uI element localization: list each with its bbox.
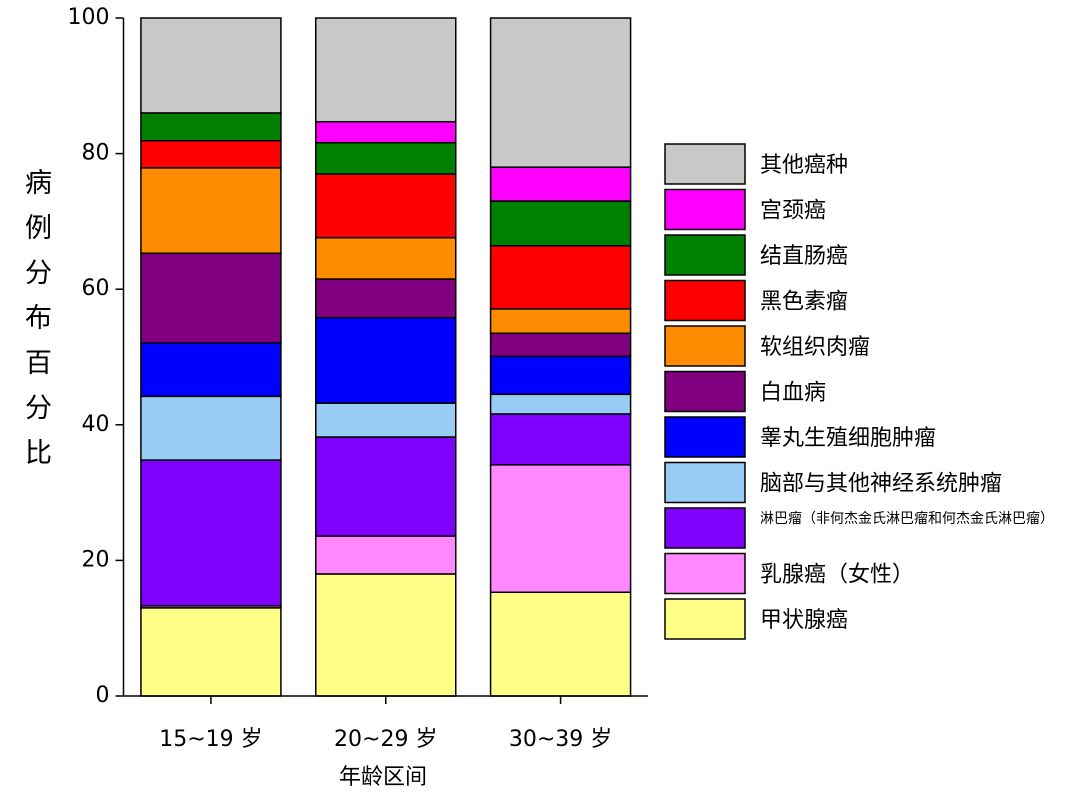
- bar-segment: [489, 200, 632, 247]
- bar-segment: [140, 395, 282, 461]
- legend-label-box: 淋巴瘤（非何杰金氏淋巴瘤和何杰金氏淋巴瘤）: [760, 511, 1054, 527]
- bar-segment: [315, 402, 457, 438]
- legend-swatch: [664, 325, 746, 367]
- bar-segment: [315, 173, 457, 239]
- y-tick-label: 80: [82, 141, 110, 166]
- legend-swatch: [664, 461, 746, 504]
- legend-swatch: [664, 279, 746, 322]
- legend-label: 睾丸生殖细胞肿瘤: [760, 426, 936, 451]
- bar-segment: [489, 308, 632, 335]
- bar-segment: [140, 112, 282, 142]
- bar-segment: [315, 120, 457, 144]
- y-tick-label: 0: [96, 683, 110, 708]
- bar-segment: [315, 142, 457, 175]
- legend-swatch: [664, 143, 746, 185]
- x-axis-label: 年龄区间: [339, 765, 427, 790]
- bar-segment: [315, 236, 457, 280]
- bar-segment: [140, 342, 282, 398]
- bar-segment: [140, 252, 282, 344]
- bar-segment: [489, 332, 632, 358]
- bar-segment: [315, 535, 457, 575]
- legend-label: 白血病: [760, 381, 826, 406]
- bar-segment: [489, 245, 632, 310]
- legend-label: 淋巴瘤（非何杰金氏淋巴瘤和何杰金氏淋巴瘤）: [760, 511, 1054, 527]
- legend-swatch: [664, 507, 746, 549]
- y-tick-label: 20: [82, 547, 110, 572]
- legend-swatch: [664, 552, 746, 595]
- legend-label: 乳腺癌（女性）: [760, 563, 914, 588]
- legend-swatch: [664, 598, 746, 640]
- x-tick-label: 15~19 岁: [159, 727, 262, 752]
- legend-label: 甲状腺癌: [760, 608, 848, 633]
- y-tick-label: 60: [82, 276, 110, 301]
- bar-segment: [140, 139, 282, 169]
- bar-segment: [489, 166, 632, 202]
- bar-segment: [489, 413, 632, 466]
- y-axis-label: 病例分布百分比: [20, 168, 51, 483]
- bar-segment: [140, 17, 282, 114]
- bar-segment: [315, 278, 457, 319]
- legend-swatch: [664, 234, 746, 276]
- bar-segment: [315, 573, 457, 697]
- bar-segment: [489, 591, 632, 697]
- legend-label: 黑色素瘤: [760, 290, 848, 315]
- bar-segment: [140, 459, 282, 607]
- legend-label: 结直肠癌: [760, 244, 848, 269]
- legend-label: 软组织肉瘤: [760, 335, 870, 360]
- bar-segment: [489, 464, 632, 594]
- bar-segment: [315, 436, 457, 537]
- bar-segment: [315, 316, 457, 404]
- y-tick-label: 100: [68, 5, 110, 30]
- x-tick-label: 30~39 岁: [509, 727, 612, 752]
- bar-segment: [489, 355, 632, 396]
- legend-swatch: [664, 188, 746, 231]
- bar-segment: [489, 17, 632, 168]
- bar-segment: [140, 607, 282, 697]
- legend-label: 脑部与其他神经系统肿瘤: [760, 472, 1002, 497]
- bar-segment: [140, 167, 282, 255]
- legend-swatch: [664, 370, 746, 413]
- legend-label: 其他癌种: [760, 153, 848, 178]
- bar-segment: [489, 393, 632, 415]
- legend-label: 宫颈癌: [760, 199, 826, 224]
- y-tick-label: 40: [82, 412, 110, 437]
- x-tick-label: 20~29 岁: [334, 727, 437, 752]
- bar-segment: [315, 17, 457, 123]
- legend-swatch: [664, 416, 746, 458]
